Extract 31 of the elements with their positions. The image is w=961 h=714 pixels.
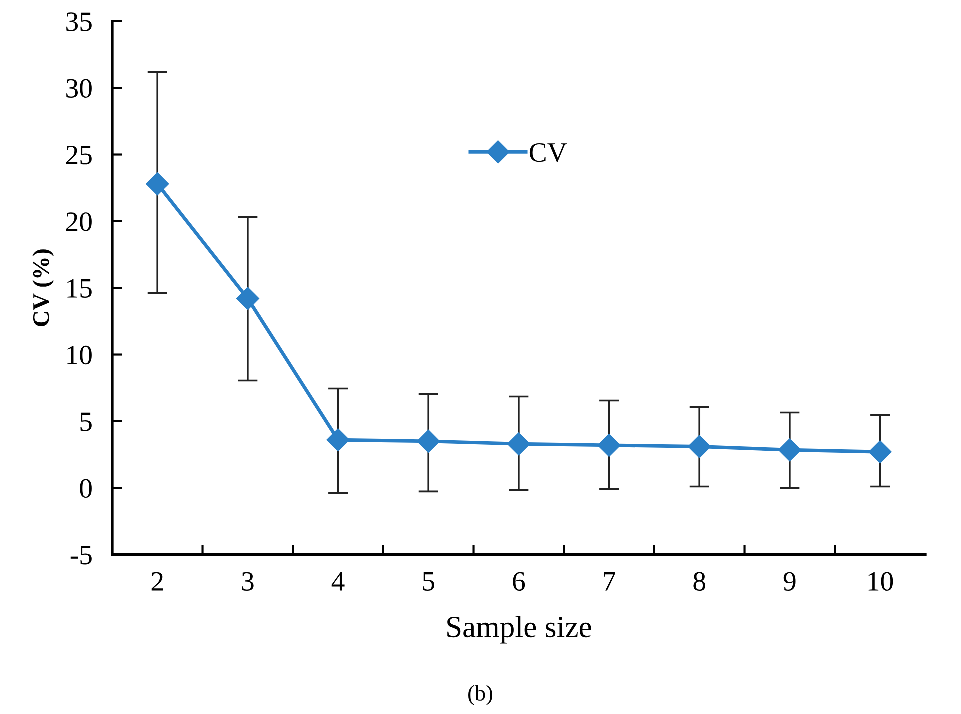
x-tick-label: 4 <box>332 572 345 591</box>
y-tick-label: 5 <box>80 412 92 432</box>
point <box>598 434 621 457</box>
x-tick-label: 9 <box>784 572 796 591</box>
y-tick-label: 10 <box>68 346 92 365</box>
y-tick-label: 0 <box>80 479 92 498</box>
x-tick-label: 3 <box>242 572 254 591</box>
point <box>507 432 530 456</box>
y-tick-label: 20 <box>66 212 92 232</box>
y-tick-label: -5 <box>70 546 92 565</box>
y-tick-label: 35 <box>66 12 92 32</box>
x-tick-label: 10 <box>868 572 894 591</box>
x-tick-label: 5 <box>423 572 434 591</box>
legend-label: CV <box>530 143 568 162</box>
x-tick-label: 2 <box>152 572 164 591</box>
x-tick-label: 7 <box>604 572 616 591</box>
y-tick-label: 15 <box>68 279 92 298</box>
point <box>146 172 170 196</box>
point <box>326 428 350 452</box>
x-axis-title: Sample size <box>448 616 592 644</box>
point <box>688 435 712 458</box>
point <box>778 438 802 462</box>
point <box>868 440 892 464</box>
point <box>236 287 260 310</box>
x-tick-label: 8 <box>694 572 706 591</box>
y-tick-label: 30 <box>66 79 92 98</box>
y-axis-title: CV (%) <box>32 250 54 326</box>
y-tick-label: 25 <box>66 146 92 165</box>
x-tick-label: 6 <box>513 572 526 591</box>
point <box>417 430 440 453</box>
text: (b) <box>468 685 492 706</box>
